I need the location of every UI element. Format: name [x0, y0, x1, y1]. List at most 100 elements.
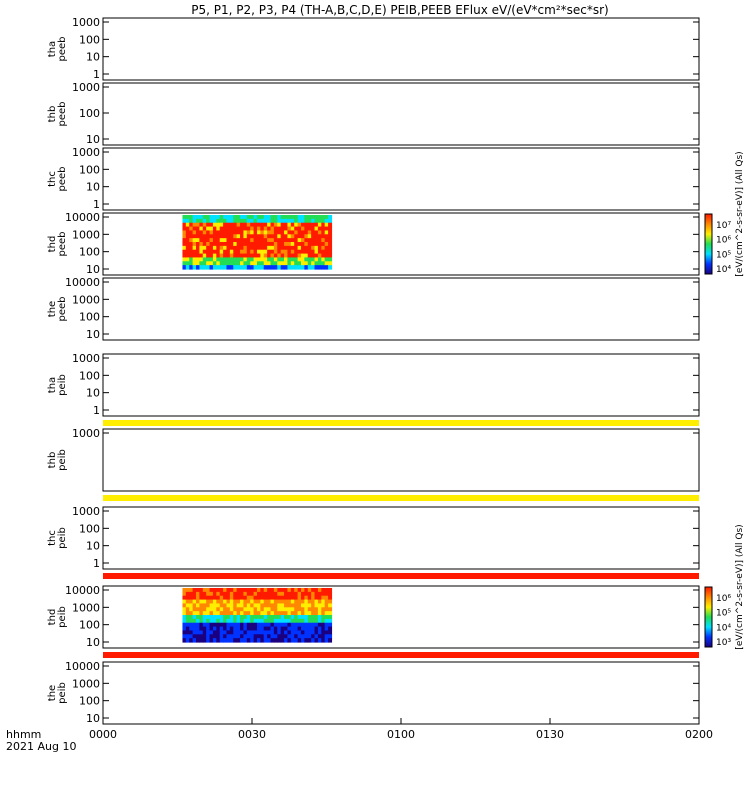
spectrogram-cell [270, 591, 275, 597]
spectrogram-cell [284, 238, 289, 243]
spectrogram-cell [196, 607, 200, 612]
spectrogram-cell [196, 615, 200, 620]
spectrogram-cell [246, 238, 251, 243]
spectrogram-cell [219, 230, 224, 235]
spectrogram-cell [297, 261, 302, 266]
spectrogram-cell [243, 249, 248, 255]
spectrogram-cell [290, 588, 295, 593]
colorbar-group: 10⁷ 10⁶ 10⁵ 10⁴ [eV/(cm^2-s-sr-eV)] (All Qs)… [704, 151, 745, 650]
spectrogram-cell [263, 253, 268, 259]
panel-label-probe: thc [47, 171, 58, 187]
spectrogram-cell [216, 242, 221, 247]
spectrogram-cell [267, 249, 272, 255]
spectrogram-cell [324, 234, 329, 239]
spectrogram-cell [182, 215, 187, 220]
spectrogram-cell [307, 599, 312, 605]
spectrogram-cell [263, 245, 268, 251]
spectrogram-cell [229, 242, 234, 247]
spectrogram-cell [209, 257, 214, 262]
spectrogram-cell [250, 253, 255, 259]
spectrogram-cell [226, 638, 231, 643]
spectrogram-cell [246, 622, 251, 628]
spectrogram-cell [256, 588, 261, 593]
spectrogram-cell [185, 622, 190, 628]
x-corner-label-unit: hhmm [6, 728, 41, 741]
band-thc-peib [103, 573, 699, 579]
spectrogram-cell [202, 230, 207, 235]
spectrogram-cell [287, 622, 292, 628]
spectrogram-cell [297, 265, 302, 270]
spectrogram-cell [223, 218, 228, 224]
spectrogram-cell [202, 622, 207, 628]
spectrogram-cell [294, 242, 299, 247]
spectrogram-cell [226, 249, 231, 255]
spectrogram-cell [267, 261, 272, 266]
colorbar-tick-label: 10⁴ [716, 623, 731, 633]
spectrogram-cell [209, 588, 214, 593]
spectrogram-cell [287, 591, 292, 597]
spectrogram-cell [209, 215, 214, 220]
spectrogram-cell [236, 222, 241, 228]
spectrogram-cell [240, 222, 245, 228]
spectrogram-cell [297, 234, 302, 239]
spectrogram-cell [280, 218, 285, 224]
spectrogram-cell [277, 238, 282, 243]
spectrogram-cell [260, 238, 265, 243]
spectrogram-cell [277, 218, 282, 224]
spectrogram-cell [219, 242, 224, 247]
spectrogram-cell [219, 226, 224, 232]
spectrogram-cell [246, 626, 251, 632]
spectrogram-cell [185, 599, 190, 605]
spectrogram-cell [317, 265, 322, 270]
spectrogram-cell [196, 249, 200, 255]
spectrogram-cell [300, 222, 305, 228]
spectrogram-cell [229, 261, 234, 266]
spectrogram-cell [182, 622, 187, 628]
spectrogram-cell [256, 595, 261, 601]
spectrogram-cell [280, 630, 285, 635]
spectrogram-cell [212, 245, 217, 251]
spectrogram-cell [206, 634, 211, 639]
spectrogram-cell [253, 591, 258, 597]
spectrogram-cell [290, 218, 295, 224]
spectrogram-cell [314, 249, 319, 255]
spectrogram-cell [307, 607, 312, 612]
spectrogram-cell [307, 626, 312, 632]
spectrogram-cell [199, 261, 204, 266]
spectrogram-cell [243, 253, 248, 259]
spectrogram-cell [226, 618, 231, 624]
spectrogram-cell [185, 634, 190, 639]
spectrogram-cell [260, 607, 265, 612]
spectrogram-cell [328, 238, 333, 243]
spectrogram-cell [321, 618, 326, 624]
spectrogram-cell [219, 249, 224, 255]
spectrogram-cell [189, 634, 194, 639]
spectrogram-cell [328, 607, 333, 612]
spectrogram-cell [233, 634, 238, 639]
y-tick-label: 1 [93, 404, 100, 417]
spectrogram-cell [317, 611, 322, 616]
spectrogram-cell [280, 607, 285, 612]
spectrogram-cell [317, 595, 322, 601]
spectrogram-cell [189, 226, 194, 232]
spectrogram-cell [294, 611, 299, 616]
spectrogram-cell [226, 607, 231, 612]
spectrogram-cell [206, 222, 211, 228]
spectrogram-cell [240, 607, 245, 612]
panel-thd-peeb: thd peeb 10000 1000 100 10 [47, 211, 700, 276]
spectrogram-cell [192, 245, 197, 251]
spectrogram-cell [294, 622, 299, 628]
spectrogram-cell [192, 218, 197, 224]
spectrogram-cell [219, 630, 224, 635]
spectrogram-cell [243, 242, 248, 247]
spectrogram-cell [185, 615, 190, 620]
spectrogram-cell [236, 607, 241, 612]
spectrogram-cell [263, 634, 268, 639]
panel-frame [102, 428, 700, 492]
y-tick-label: 10000 [65, 660, 100, 673]
spectrogram-cell [284, 218, 289, 224]
spectrogram-cell [290, 242, 295, 247]
spectrogram-cell [300, 238, 305, 243]
spectrogram-cell [290, 607, 295, 612]
spectrogram-cell [324, 622, 329, 628]
